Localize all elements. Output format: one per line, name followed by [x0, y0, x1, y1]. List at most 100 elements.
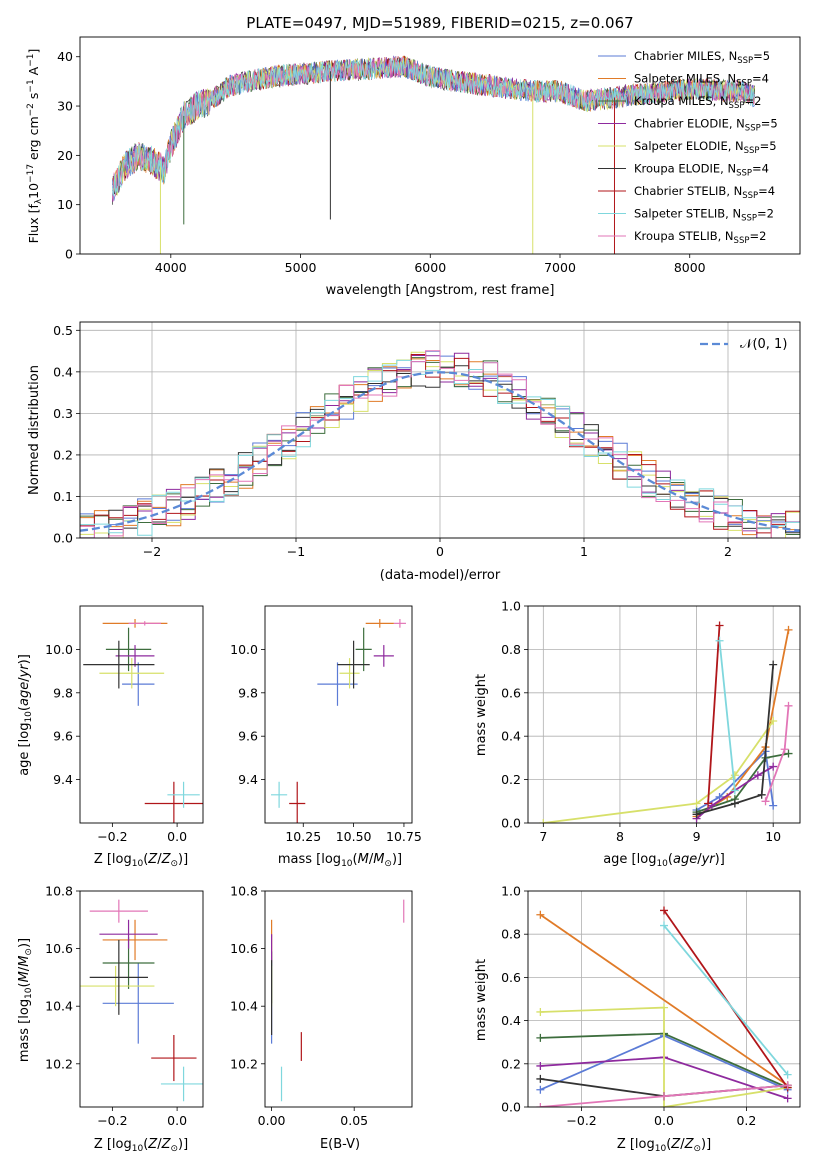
y-tick-label: 9.6	[238, 729, 258, 744]
x-axis-label: (data-model)/error	[380, 568, 501, 583]
errorbar-point	[393, 619, 406, 628]
plus-marker	[730, 799, 739, 808]
histogram-step	[80, 365, 800, 538]
errorbar-point	[317, 662, 358, 706]
errorbar-point	[373, 645, 394, 667]
panel-residuals: −2 −1 0 1 2 0.0 0.1 0.2 0.3 0.4 0.5 𝒩(0, 1)	[53, 321, 801, 559]
x-tick-label: 0.0	[167, 829, 187, 844]
axes-frame	[79, 321, 801, 539]
y-tick-label: 0.6	[501, 685, 521, 700]
weight-line	[663, 925, 789, 1076]
x-tick-label: 8	[616, 829, 624, 844]
y-tick-label: 0.3	[53, 406, 73, 421]
legend-subscript: SSP	[736, 169, 752, 179]
panel-mass-vs-Z: −0.2 0.0 10.2 10.4 10.6 10.8	[45, 884, 204, 1128]
panel-mass-vs-ebv: 0.00 0.05 10.2 10.4 10.6 10.8	[230, 884, 413, 1128]
x-tick-label: 7000	[544, 260, 576, 275]
figure-title: PLATE=0497, MJD=51989, FIBERID=0215, z=0…	[246, 14, 633, 32]
y-tick-label: 30	[57, 99, 73, 114]
x-tick-label: 5000	[285, 260, 317, 275]
x-tick-label: 2	[724, 544, 732, 559]
spectrum-line	[112, 57, 755, 197]
y-tick-label: 40	[57, 49, 73, 64]
legend-label: 𝒩(0, 1)	[740, 337, 787, 352]
y-tick-label: 10.4	[230, 999, 258, 1014]
errorbar-point	[99, 919, 158, 949]
y-tick-label: 1.0	[501, 599, 521, 614]
histogram-step	[80, 352, 800, 538]
axes-frame	[79, 36, 801, 255]
weight-line	[543, 720, 774, 823]
plus-marker	[660, 921, 668, 930]
x-tick-label: 0.05	[340, 1113, 368, 1128]
legend-subscript: SSP	[737, 56, 753, 66]
legend-value: =2	[757, 207, 774, 221]
errorbar-point	[355, 627, 372, 672]
weight-line	[696, 664, 775, 816]
y-tick-label: 0.8	[501, 642, 521, 657]
legend-subscript: SSP	[741, 214, 757, 224]
y-tick-label: 20	[57, 148, 73, 163]
plus-marker	[536, 1033, 545, 1042]
plus-marker	[783, 1081, 792, 1090]
x-tick-label: 10	[765, 829, 781, 844]
x-tick-label: −0.2	[97, 1113, 127, 1128]
errorbar-point	[128, 621, 161, 626]
errorbar-point	[151, 1035, 197, 1082]
plot-area	[80, 899, 203, 1102]
axes-frame	[264, 605, 413, 824]
histogram-step	[80, 350, 800, 538]
y-tick-label: 0.6	[501, 970, 521, 985]
axes-frame	[79, 605, 204, 824]
x-tick-label: 8000	[674, 260, 706, 275]
legend-value: =5	[761, 117, 778, 131]
plot-area	[536, 906, 792, 1107]
y-tick-label: 10.0	[230, 642, 258, 657]
legend-label: Kroupa ELODIE, NSSP=4	[634, 162, 769, 179]
legend-subscript: SSP	[744, 146, 760, 156]
legend-value: =5	[753, 49, 770, 63]
weight-line	[540, 1006, 788, 1107]
errorbar-point	[337, 640, 370, 689]
y-tick-label: 10.8	[45, 884, 73, 899]
plus-marker	[753, 771, 762, 780]
plus-marker	[730, 786, 739, 795]
y-tick-label: 10.6	[45, 941, 73, 956]
x-tick-label: 0.00	[258, 1113, 286, 1128]
axes-frame	[264, 890, 413, 1108]
plus-marker	[536, 1074, 545, 1083]
plus-marker	[692, 799, 701, 808]
errorbar-point	[271, 781, 288, 808]
errorbar-point	[339, 658, 360, 689]
x-tick-label: −1	[287, 544, 305, 559]
plus-marker	[692, 810, 701, 819]
plot-area	[271, 899, 405, 1102]
plot-area	[80, 350, 800, 538]
plus-marker	[783, 1094, 792, 1103]
errorbar-point	[289, 781, 306, 823]
gaussian-reference	[80, 371, 800, 532]
legend: Chabrier MILES, NSSP=5 Salpeter MILES, NS…	[598, 49, 778, 246]
plus-marker	[536, 1007, 545, 1016]
y-tick-label: 0.4	[53, 364, 73, 379]
plus-marker	[704, 799, 713, 808]
legend-label: Chabrier STELIB, NSSP=4	[634, 184, 775, 201]
y-tick-label: 0.5	[53, 323, 73, 338]
y-tick-label: 9.4	[238, 772, 258, 787]
y-tick-label: 0.2	[53, 447, 73, 462]
x-tick-label: 10.25	[285, 829, 321, 844]
legend-subscript: SSP	[729, 101, 745, 111]
x-tick-label: −2	[143, 544, 161, 559]
weight-line	[707, 625, 721, 804]
legend-value: =4	[758, 184, 775, 198]
y-tick-label: 0	[65, 247, 73, 262]
y-tick-label: 10.2	[230, 1056, 258, 1071]
y-tick-label: 0.1	[53, 489, 73, 504]
y-tick-label: 0.4	[501, 729, 521, 744]
plus-marker	[660, 1003, 668, 1012]
errorbar-point	[80, 965, 155, 1007]
plus-marker	[783, 1070, 792, 1079]
plot-area	[539, 621, 793, 823]
y-axis-label: Normed distribution	[27, 365, 42, 495]
plus-marker	[780, 745, 789, 754]
